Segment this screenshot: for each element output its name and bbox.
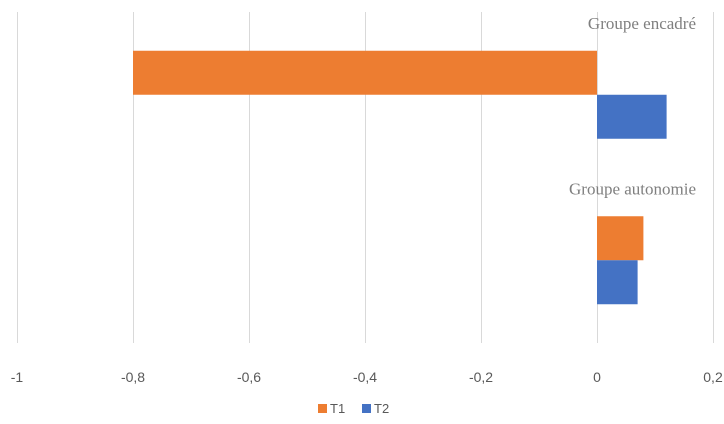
- bar-t1-0: [133, 50, 597, 95]
- x-tick-label-3: -0,4: [353, 369, 377, 385]
- bar-t2-0: [597, 94, 667, 139]
- bar-t2-1: [597, 260, 638, 305]
- x-tick-label-0: -1: [11, 369, 24, 385]
- legend-label-t1: T1: [330, 401, 345, 416]
- bar-t1-1: [597, 216, 644, 261]
- legend: T1 T2: [318, 401, 389, 416]
- category-labels: Groupe encadré Groupe autonomie: [569, 14, 696, 199]
- x-tick-label-5: 0: [593, 369, 601, 385]
- legend-swatch-t1: [318, 404, 327, 413]
- legend-swatch-t2: [362, 404, 371, 413]
- x-tick-label-2: -0,6: [237, 369, 261, 385]
- x-tick-label-1: -0,8: [121, 369, 145, 385]
- legend-label-t2: T2: [374, 401, 389, 416]
- x-tick-label-6: 0,2: [703, 369, 723, 385]
- category-label-0: Groupe encadré: [588, 14, 696, 33]
- category-label-1: Groupe autonomie: [569, 179, 696, 198]
- x-axis-tick-labels: -1 -0,8 -0,6 -0,4 -0,2 0 0,2: [11, 369, 723, 385]
- x-tick-label-4: -0,2: [469, 369, 493, 385]
- bars: [133, 50, 667, 305]
